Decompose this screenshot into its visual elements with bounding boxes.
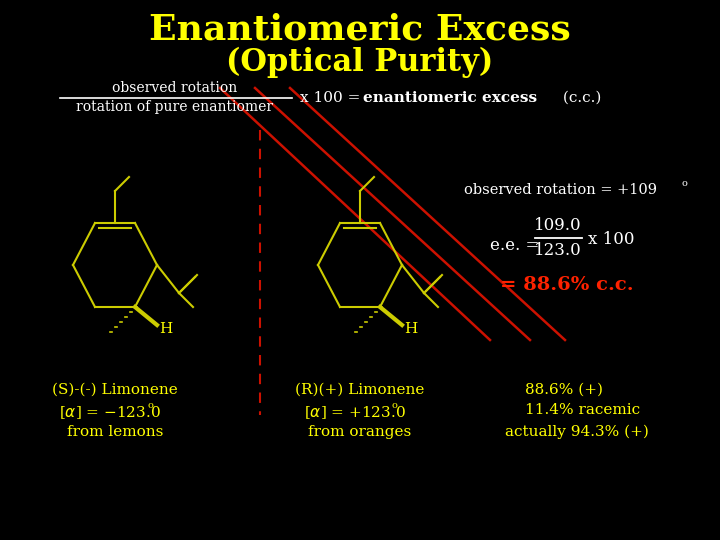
Text: e.e. =: e.e. = — [490, 237, 544, 253]
Text: H: H — [404, 322, 418, 336]
Text: observed rotation: observed rotation — [112, 81, 238, 95]
Text: [$\alpha$] = +123.0: [$\alpha$] = +123.0 — [304, 404, 406, 421]
Text: from lemons: from lemons — [67, 425, 163, 439]
Text: o: o — [392, 402, 398, 410]
Text: = 88.6% c.c.: = 88.6% c.c. — [500, 276, 634, 294]
Text: enantiomeric excess: enantiomeric excess — [363, 91, 537, 105]
Text: Enantiomeric Excess: Enantiomeric Excess — [149, 13, 571, 47]
Text: o: o — [147, 402, 153, 410]
Text: 88.6% (+): 88.6% (+) — [525, 383, 603, 397]
Text: (S)-(-) Limonene: (S)-(-) Limonene — [52, 383, 178, 397]
Text: from oranges: from oranges — [308, 425, 412, 439]
Text: x 100: x 100 — [588, 232, 634, 248]
Text: 123.0: 123.0 — [534, 242, 582, 259]
Text: (Optical Purity): (Optical Purity) — [226, 46, 494, 78]
Text: (c.c.): (c.c.) — [558, 91, 601, 105]
Text: 109.0: 109.0 — [534, 217, 582, 234]
Text: H: H — [159, 322, 172, 336]
Text: actually 94.3% (+): actually 94.3% (+) — [505, 425, 649, 439]
Text: x 100 =: x 100 = — [300, 91, 365, 105]
Text: 11.4% racemic: 11.4% racemic — [525, 403, 640, 417]
Text: (R)(+) Limonene: (R)(+) Limonene — [295, 383, 425, 397]
Text: [$\alpha$] = $-$123.0: [$\alpha$] = $-$123.0 — [59, 404, 161, 421]
Text: observed rotation = +109: observed rotation = +109 — [464, 183, 657, 197]
Text: rotation of pure enantiomer: rotation of pure enantiomer — [76, 100, 274, 114]
Text: o: o — [682, 179, 688, 187]
